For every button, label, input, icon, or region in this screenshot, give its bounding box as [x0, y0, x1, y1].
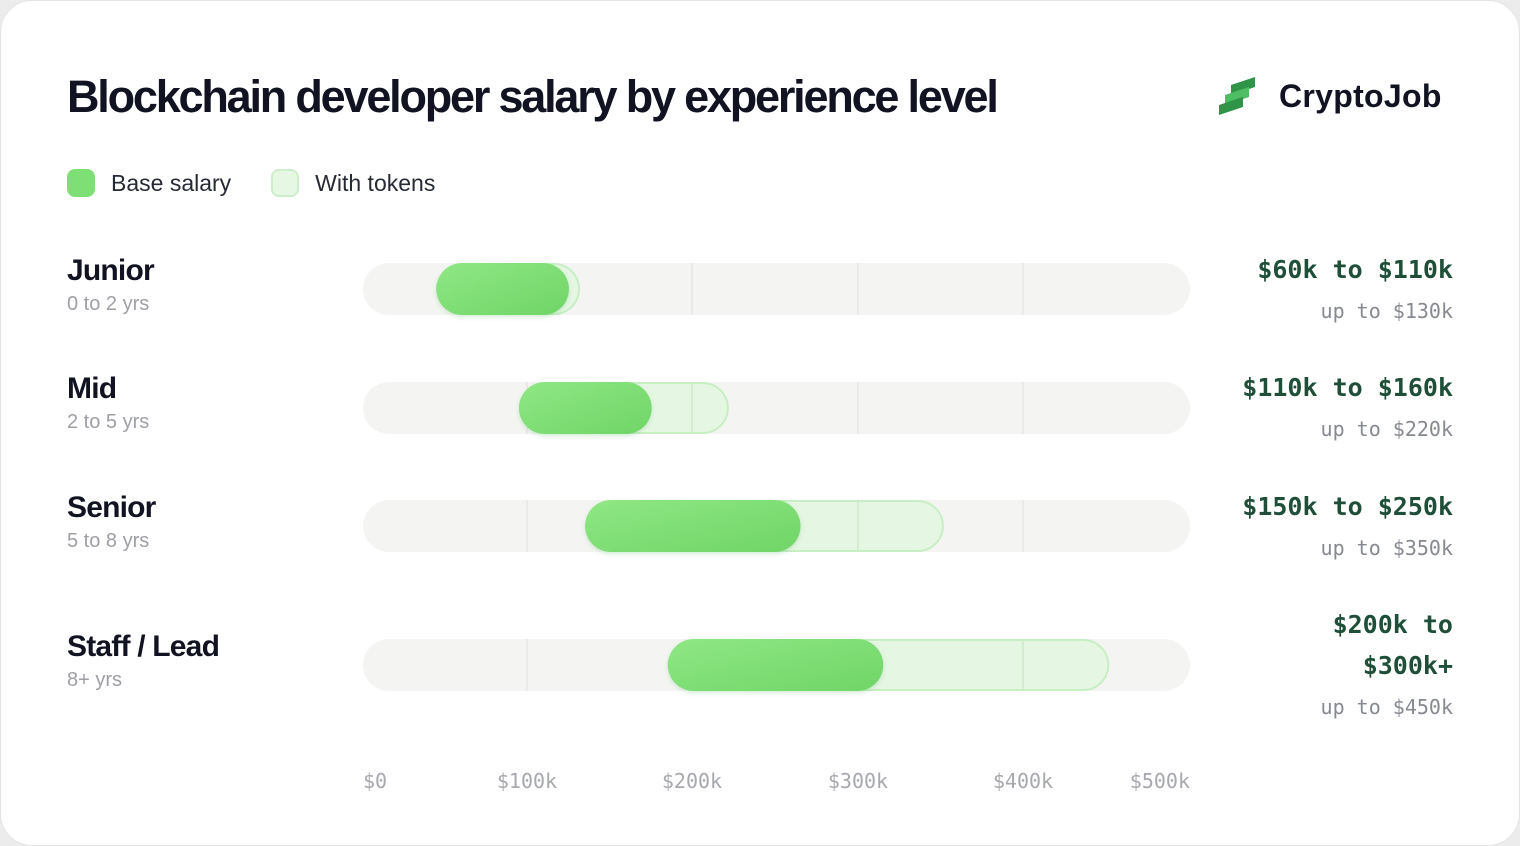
stacked-chevrons-logo-icon: [1219, 77, 1255, 115]
base-bar-mid: [518, 382, 652, 434]
legend-label-with-tokens: With tokens: [315, 169, 436, 196]
tokens-range-label: up to $220k: [1320, 417, 1453, 441]
tokens-range-label: up to $350k: [1320, 536, 1453, 560]
level-years: 0 to 2 yrs: [67, 293, 150, 315]
level-years: 5 to 8 yrs: [67, 530, 150, 552]
level-years: 2 to 5 yrs: [67, 411, 150, 433]
base-bar-staff-lead: [667, 639, 884, 691]
brand-name: CryptoJob: [1279, 77, 1442, 114]
range-text-junior: $60k to $110k up to $130k: [1173, 249, 1453, 326]
tokens-range-label: up to $130k: [1320, 299, 1453, 323]
range-text-senior: $150k to $250k up to $350k: [1173, 486, 1453, 563]
row-label-senior: Senior 5 to 8 yrs: [67, 490, 156, 554]
x-tick-label-4: $400k: [993, 769, 1053, 793]
level-name: Junior: [67, 254, 155, 287]
legend-item-base-salary: Base salary: [67, 169, 231, 197]
tokens-range-label: up to $450k: [1320, 695, 1453, 719]
base-bar-senior: [585, 500, 801, 552]
level-name: Mid: [67, 372, 117, 405]
track-mid: [363, 382, 1190, 434]
range-text-mid: $110k to $160k up to $220k: [1173, 367, 1453, 444]
x-tick-label-5: $500k: [1130, 769, 1190, 793]
x-tick-label-0: $0: [363, 769, 387, 793]
row-label-staff-lead: Staff / Lead 8+ yrs: [67, 629, 220, 693]
row-label-mid: Mid 2 to 5 yrs: [67, 371, 149, 435]
legend: Base salary With tokens: [67, 169, 475, 197]
base-range-label: $110k to $160k: [1242, 373, 1453, 402]
legend-item-with-tokens: With tokens: [271, 169, 435, 197]
range-text-staff-lead: $200k to $300k+ up to $450k: [1273, 604, 1453, 722]
x-tick-label-2: $200k: [662, 769, 722, 793]
base-range-label: $200k to $300k+: [1332, 610, 1453, 680]
base-range-label: $150k to $250k: [1242, 492, 1453, 521]
legend-swatch-with-tokens: [271, 169, 300, 197]
level-name: Staff / Lead: [67, 630, 220, 663]
x-tick-label-3: $300k: [828, 769, 888, 793]
legend-label-base-salary: Base salary: [111, 169, 232, 196]
chart-title: Blockchain developer salary by experienc…: [67, 71, 999, 122]
brand-logo: CryptoJob: [1217, 75, 1442, 117]
base-range-label: $60k to $110k: [1257, 255, 1453, 284]
level-name: Senior: [67, 491, 156, 524]
legend-swatch-base-salary: [67, 169, 95, 197]
row-label-junior: Junior 0 to 2 yrs: [67, 253, 155, 317]
x-tick-label-1: $100k: [497, 769, 557, 793]
level-years: 8+ yrs: [67, 669, 123, 691]
base-bar-junior: [436, 263, 569, 315]
